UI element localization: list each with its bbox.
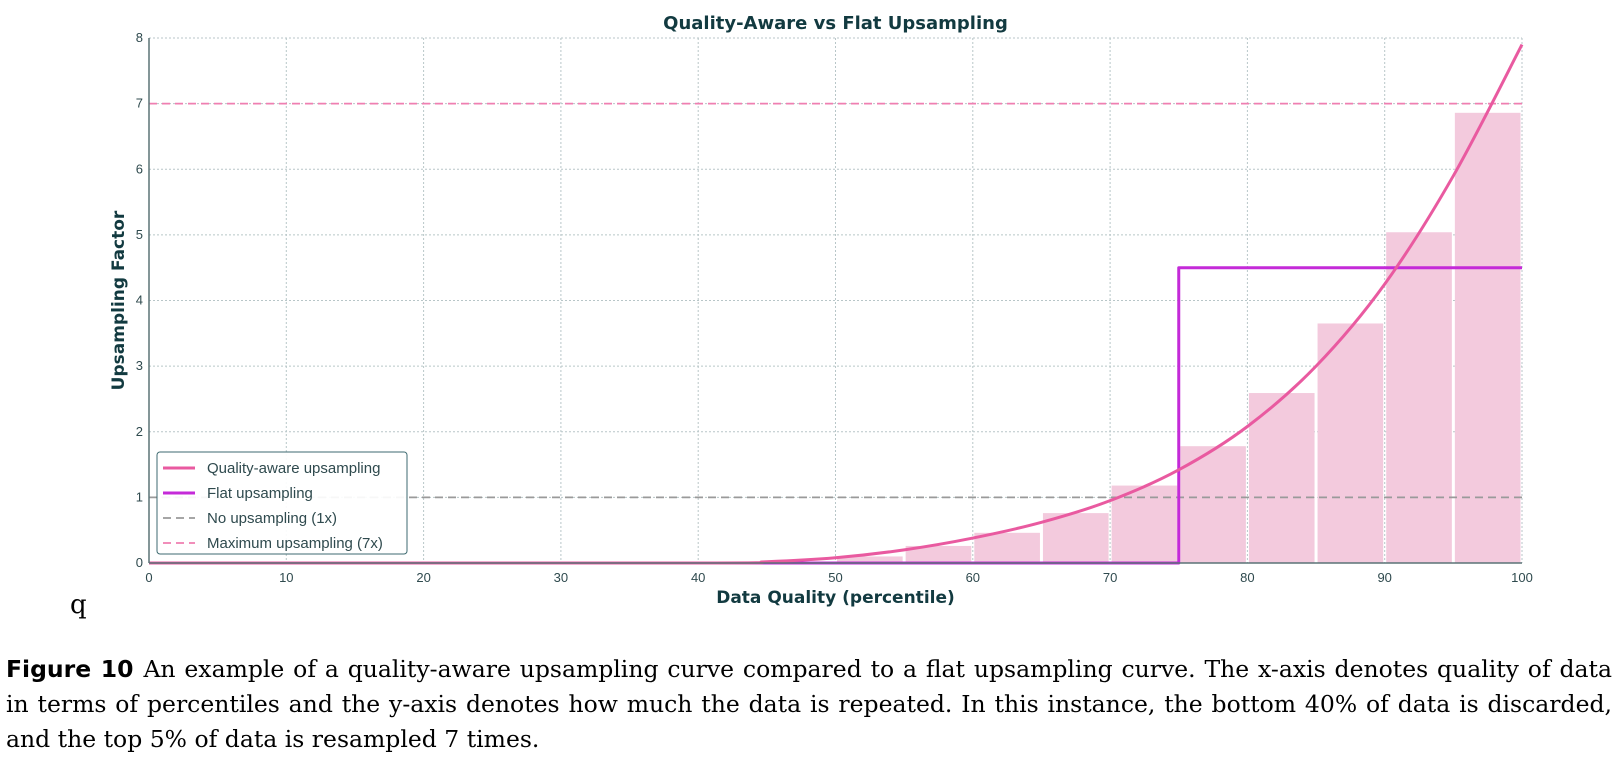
x-tick-label: 0 bbox=[145, 570, 152, 585]
x-tick-label: 80 bbox=[1240, 570, 1254, 585]
histogram-bar bbox=[1111, 485, 1178, 563]
y-tick-label: 1 bbox=[136, 489, 143, 504]
chart: 0 10 20 30 40 50 60 70 80 90 100 0 1 2 3 4 5 6 7 8 Quality-… bbox=[109, 13, 1533, 608]
x-tick-label: 10 bbox=[279, 570, 293, 585]
legend: Quality-aware upsampling Flat upsampling N… bbox=[156, 451, 408, 555]
y-tick-label: 8 bbox=[136, 30, 143, 45]
x-axis-label: Data Quality (percentile) bbox=[716, 588, 955, 608]
histogram-bar bbox=[1386, 232, 1452, 563]
legend-entry: Quality-aware upsampling bbox=[207, 460, 380, 477]
histogram-bar bbox=[1317, 323, 1384, 563]
x-tick-label: 30 bbox=[554, 570, 568, 585]
histogram-bar bbox=[1042, 513, 1109, 563]
x-tick-label: 40 bbox=[691, 570, 705, 585]
x-tick-label: 20 bbox=[416, 570, 430, 585]
histogram-bar bbox=[837, 556, 903, 563]
histogram-bars bbox=[768, 112, 1521, 563]
y-tick-label: 4 bbox=[136, 293, 143, 308]
histogram-bar bbox=[1248, 393, 1315, 563]
tick-labels: 0 10 20 30 40 50 60 70 80 90 100 0 1 2 3 4 5 6 7 8 bbox=[136, 30, 1533, 585]
caption-text: An example of a quality-aware upsampling… bbox=[6, 655, 1612, 753]
legend-entry: No upsampling (1x) bbox=[207, 510, 337, 527]
y-tick-label: 3 bbox=[136, 358, 143, 373]
chart-title: Quality-Aware vs Flat Upsampling bbox=[663, 13, 1008, 34]
figure-caption: Figure 10 An example of a quality-aware u… bbox=[6, 652, 1612, 757]
x-tick-label: 70 bbox=[1103, 570, 1117, 585]
x-tick-label: 50 bbox=[828, 570, 842, 585]
caption-label: Figure 10 bbox=[6, 655, 134, 683]
histogram-bar bbox=[1180, 446, 1246, 563]
x-tick-label: 100 bbox=[1511, 570, 1533, 585]
legend-entry: Flat upsampling bbox=[207, 485, 313, 502]
y-axis-label: Upsampling Factor bbox=[109, 210, 129, 390]
stray-mark: q bbox=[70, 590, 87, 620]
y-tick-label: 0 bbox=[136, 555, 143, 570]
x-tick-label: 90 bbox=[1377, 570, 1391, 585]
legend-entry: Maximum upsampling (7x) bbox=[207, 535, 383, 552]
legend-box bbox=[156, 451, 408, 555]
y-tick-label: 5 bbox=[136, 227, 143, 242]
histogram-bar bbox=[1454, 112, 1521, 563]
y-tick-label: 7 bbox=[136, 96, 143, 111]
histogram-bar bbox=[974, 532, 1040, 563]
x-tick-label: 60 bbox=[966, 570, 980, 585]
y-tick-label: 2 bbox=[136, 424, 143, 439]
y-tick-label: 6 bbox=[136, 161, 143, 176]
histogram-bar bbox=[905, 545, 972, 563]
axes bbox=[148, 38, 1522, 564]
